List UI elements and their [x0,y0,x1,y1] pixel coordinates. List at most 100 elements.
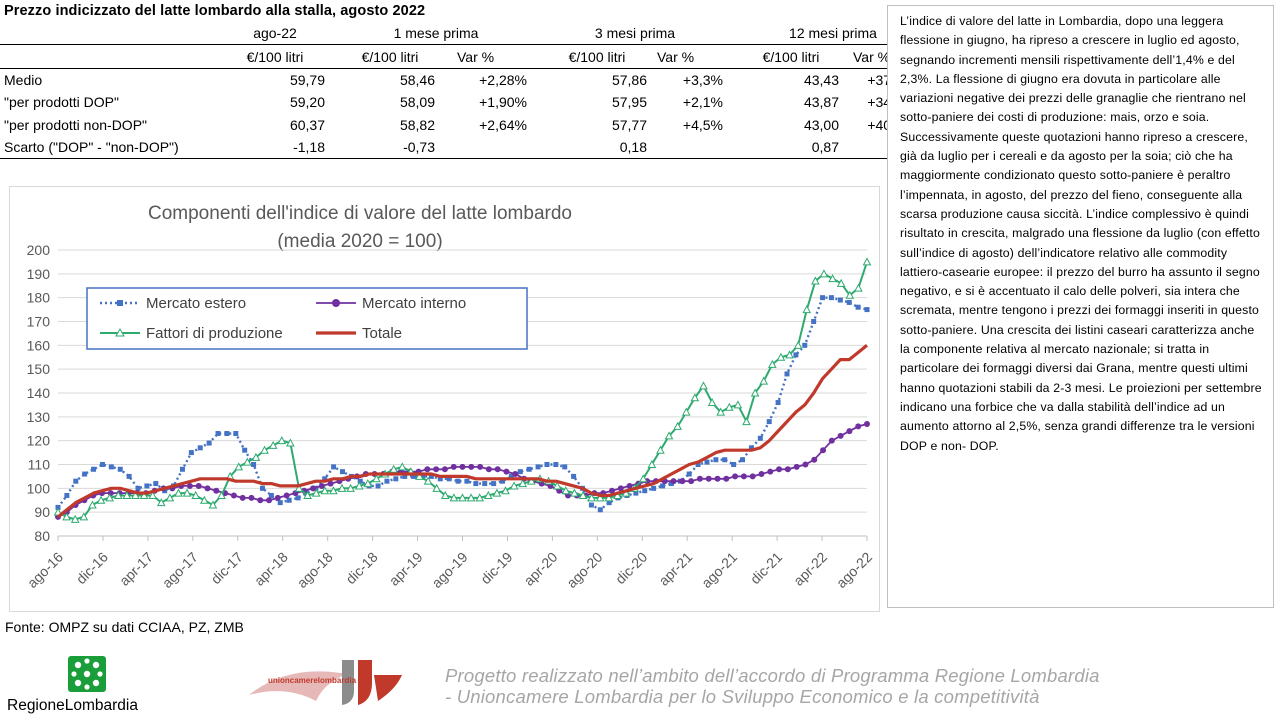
cell: 57,77 [611,116,647,133]
data-point-fattori-di-produzione [802,305,812,314]
data-point-mercato-interno [450,463,457,470]
data-point-mercato-estero [277,500,283,506]
row-label: Scarto ("DOP" - "non-DOP") [0,135,221,160]
data-point-fattori-di-produzione [509,481,519,490]
data-point-mercato-estero [846,299,852,305]
legend-label-fattori-di-produzione: Fattori di produzione [146,325,283,342]
legend-marker-fattori-di-produzione [115,327,125,337]
header-12-mesi: 12 mesi prima [739,22,927,46]
unit-header: €/100 litri [739,44,843,69]
data-point-mercato-interno [837,432,844,439]
cell [651,135,727,160]
y-tick-label: 180 [27,290,51,306]
data-point-mercato-interno [846,428,853,435]
data-point-mercato-interno [424,466,431,473]
data-point-mercato-interno [688,478,695,485]
cell: 57,86 [611,71,647,88]
line-chart: Componenti dell'indice di valore del lat… [24,203,875,591]
data-point-fattori-di-produzione [243,457,252,466]
data-point-fattori-di-produzione [811,276,820,285]
table-header-row-2: €/100 litri €/100 litri Var % €/100 litr… [0,44,927,69]
data-point-mercato-estero [571,473,577,479]
data-point-fattori-di-produzione [320,486,330,495]
data-point-mercato-interno [266,497,273,504]
data-point-mercato-estero [855,304,861,310]
data-point-fattori-di-produzione [79,512,89,521]
row-label: "per prodotti DOP" [4,94,119,111]
data-point-mercato-estero [126,473,132,479]
table-row-non-dop: "per prodotti non-DOP" 60,37 58,82 +2,64… [0,114,927,136]
data-point-fattori-di-produzione [750,388,760,397]
data-point-fattori-di-produzione [707,397,717,407]
data-point-fattori-di-produzione [148,490,158,499]
project-note: Progetto realizzato nell’ambito dell’acc… [445,665,1100,707]
data-point-mercato-estero [464,478,470,484]
data-point-fattori-di-produzione [578,490,588,499]
data-point-fattori-di-produzione [819,269,829,278]
data-point-mercato-estero [197,445,203,451]
data-point-mercato-estero [286,497,292,503]
series-line-totale [57,344,869,519]
data-point-fattori-di-produzione [656,445,665,454]
data-point-mercato-estero [668,481,674,487]
data-point-fattori-di-produzione [105,493,114,502]
data-point-mercato-interno [468,463,475,470]
x-tick-label: dic-20 [612,549,650,587]
cell: 43,87 [803,94,839,111]
data-point-fattori-di-produzione [182,488,192,497]
data-point-fattori-di-produzione [724,402,734,411]
data-point-mercato-estero [793,352,799,358]
chart-container: Componenti dell'indice di valore del lat… [9,186,880,612]
data-point-mercato-estero [179,466,185,472]
data-point-fattori-di-produzione [845,290,855,299]
data-point-mercato-interno [855,423,862,430]
data-point-mercato-interno [723,475,730,482]
x-tick-label: apr-20 [521,549,561,589]
data-point-mercato-estero [695,462,701,467]
data-point-mercato-estero [775,400,781,406]
data-point-mercato-estero [357,478,363,484]
data-point-mercato-estero [802,342,808,348]
data-point-mercato-estero [393,476,399,482]
data-point-mercato-estero [108,464,114,470]
data-point-mercato-interno [494,466,501,473]
var-header: Var % [439,44,531,69]
x-tick-label: apr-21 [655,549,695,589]
data-point-mercato-estero [757,435,763,441]
data-point-fattori-di-produzione [664,431,674,440]
data-point-mercato-estero [73,478,79,484]
y-tick-label: 130 [27,409,51,425]
unioncamere-logo: unioncamerelombardia [246,655,406,715]
data-point-fattori-di-produzione [733,400,743,409]
data-point-mercato-estero [828,295,834,301]
chart-legend: Mercato estero Mercato interno Fattori di … [86,287,528,350]
data-point-mercato-estero [419,473,425,479]
data-point-mercato-interno [696,475,703,482]
cell: 43,43 [803,71,839,88]
data-point-fattori-di-produzione [449,493,459,502]
x-tick-label: ago-22 [833,549,875,591]
data-point-mercato-estero [153,481,159,487]
data-point-mercato-interno [283,492,290,499]
data-point-mercato-interno [459,463,466,470]
data-point-mercato-interno [714,475,721,482]
project-line-2: - Unioncamere Lombardia per lo Sviluppo … [445,686,1040,707]
data-point-mercato-interno [758,471,765,478]
data-point-fattori-di-produzione [432,483,442,492]
data-point-mercato-interno [820,447,827,454]
data-point-mercato-estero [455,478,461,484]
data-point-mercato-interno [740,473,747,480]
data-point-mercato-estero [491,481,497,487]
cell: 0,87 [739,135,843,160]
data-point-fattori-di-produzione [156,498,166,507]
series-line-mercato-interno [57,423,868,518]
data-point-mercato-interno [195,482,202,489]
data-point-fattori-di-produzione [638,474,648,483]
data-point-fattori-di-produzione [191,490,201,499]
data-point-mercato-estero [375,483,381,489]
data-point-mercato-estero [331,464,337,470]
data-point-fattori-di-produzione [363,479,373,488]
data-point-mercato-estero [606,500,612,506]
data-point-mercato-estero [251,462,257,467]
data-point-fattori-di-produzione [647,459,657,468]
